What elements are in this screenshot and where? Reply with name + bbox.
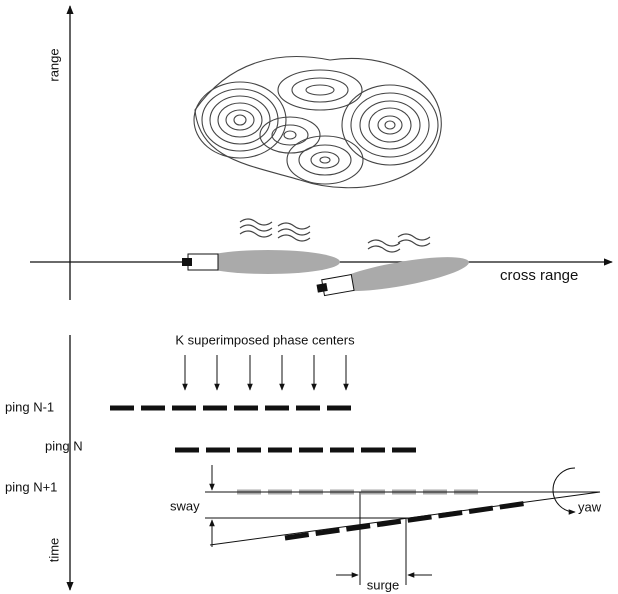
vehicle (182, 250, 340, 274)
ping-array (284, 500, 529, 541)
vehicle (316, 257, 469, 297)
contours (193, 55, 442, 189)
ping-label: ping N (45, 438, 83, 453)
yaw-label: yaw (578, 499, 602, 514)
yaw-arrow (552, 467, 576, 515)
annotation: K superimposed phase centers (175, 332, 355, 347)
sway-label: sway (170, 498, 200, 513)
cross-range-label: cross range (500, 267, 578, 284)
ping-label: ping N+1 (5, 479, 57, 494)
time-label: time (46, 538, 61, 563)
surge-label: surge (367, 577, 400, 592)
ping-label: ping N-1 (5, 399, 54, 414)
phase-center-arrows (182, 355, 349, 391)
echo-waves (239, 218, 431, 253)
range-label: range (46, 48, 61, 81)
